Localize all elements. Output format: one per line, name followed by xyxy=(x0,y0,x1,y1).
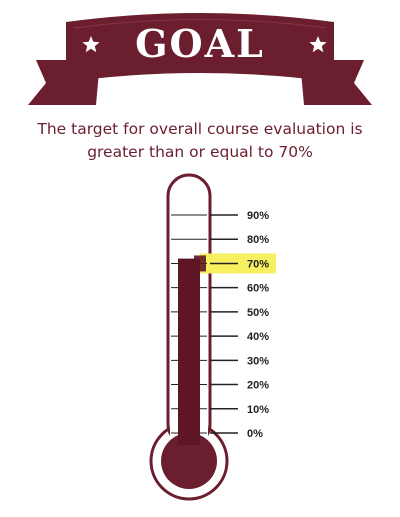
tick-label: 70% xyxy=(247,258,269,270)
tick-label: 30% xyxy=(247,355,269,367)
tick-label: 10% xyxy=(247,404,269,416)
target-marker xyxy=(194,255,206,272)
ribbon-main xyxy=(66,13,334,82)
tick-label: 0% xyxy=(247,428,263,440)
goal-title: GOAL xyxy=(135,21,265,66)
star-icon xyxy=(309,36,327,53)
tick-label: 20% xyxy=(247,380,269,392)
tick-label: 80% xyxy=(247,234,269,246)
tick-label: 60% xyxy=(247,283,269,295)
tick-label: 90% xyxy=(247,210,269,222)
tick-label: 50% xyxy=(247,307,269,319)
star-icon xyxy=(82,36,100,53)
tick-label: 40% xyxy=(247,331,269,343)
thermometer-bulb-fill xyxy=(161,433,217,489)
goal-banner: GOAL xyxy=(28,13,372,105)
goal-description: The target for overall course evaluation… xyxy=(0,118,400,164)
thermometer-fill-bar xyxy=(178,258,200,445)
goal-description-line-1: The target for overall course evaluation… xyxy=(37,120,363,138)
goal-description-line-2: greater than or equal to 70% xyxy=(87,143,313,161)
